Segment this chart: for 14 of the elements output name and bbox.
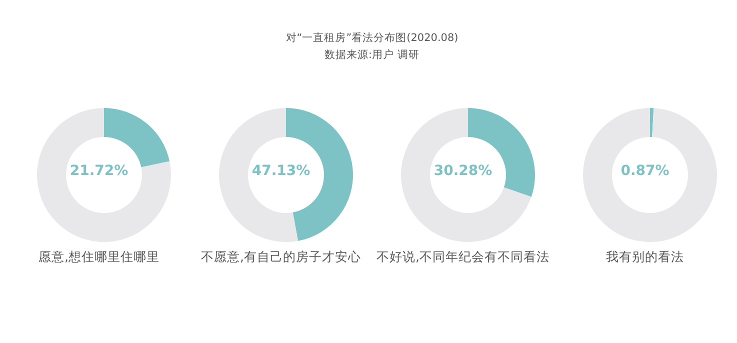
donut-slice bbox=[401, 108, 532, 242]
text: 30.28% bbox=[434, 162, 492, 179]
donut-slice bbox=[37, 108, 171, 242]
text: 0.87% bbox=[620, 162, 670, 179]
donut-slice bbox=[583, 108, 717, 242]
text: 愿意,想住哪里住哪里 bbox=[38, 249, 160, 266]
text: 对“一直租房”看法分布图(2020.08) bbox=[284, 31, 460, 46]
text: 21.72% bbox=[70, 162, 128, 179]
donut-slice bbox=[650, 108, 654, 138]
text: 不愿意,有自己的房子才安心 bbox=[200, 249, 362, 266]
text: 不好说,不同年纪会有不同看法 bbox=[376, 249, 550, 266]
source-note: 数据来源:用户 调研 bbox=[324, 48, 420, 63]
text: 我有别的看法 bbox=[605, 249, 685, 266]
text: 47.13% bbox=[252, 162, 310, 179]
